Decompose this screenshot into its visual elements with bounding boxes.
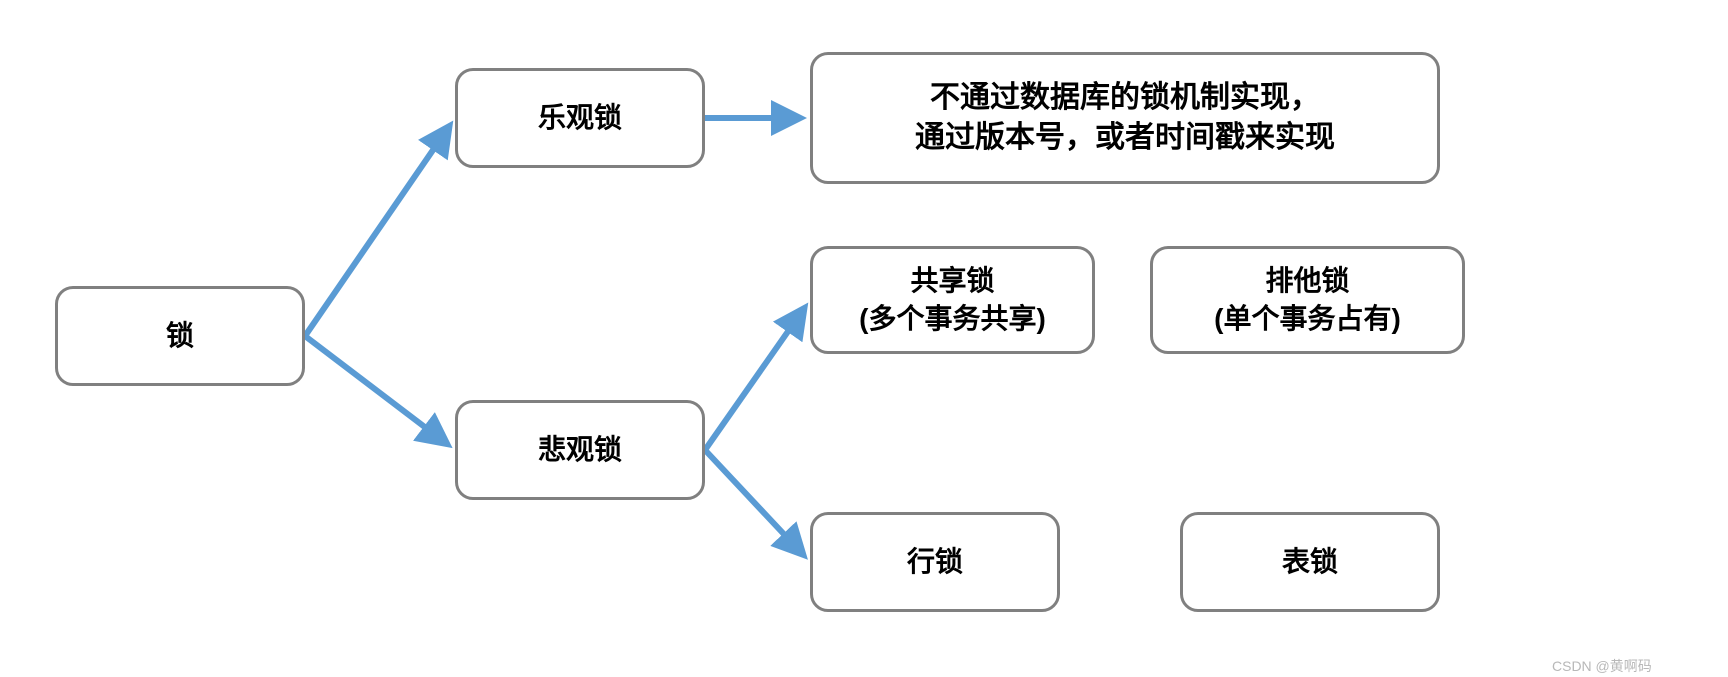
node-exclusive: 排他锁 (单个事务占有)	[1150, 246, 1465, 354]
watermark: CSDN @黄啊码	[1552, 656, 1652, 676]
edge-root-optimistic	[305, 128, 448, 336]
node-root: 锁	[55, 286, 305, 386]
edge-pessimistic-rowlock	[705, 450, 802, 553]
node-shared: 共享锁 (多个事务共享)	[810, 246, 1095, 354]
node-rowlock: 行锁	[810, 512, 1060, 612]
node-tablelock: 表锁	[1180, 512, 1440, 612]
node-pessimistic: 悲观锁	[455, 400, 705, 500]
edge-pessimistic-shared	[705, 310, 803, 450]
edge-root-pessimistic	[305, 336, 445, 443]
node-optimistic: 乐观锁	[455, 68, 705, 168]
node-opt_desc: 不通过数据库的锁机制实现， 通过版本号，或者时间戳来实现	[810, 52, 1440, 184]
